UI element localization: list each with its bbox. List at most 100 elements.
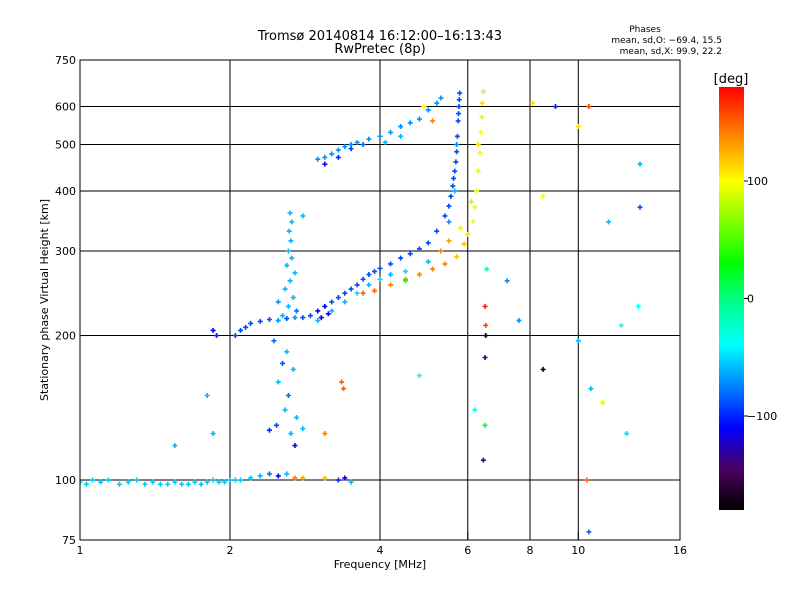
data-point [425,107,431,113]
data-point [204,393,210,399]
colorbar-gradient [719,87,744,510]
data-point [354,290,360,296]
data-point [456,104,462,110]
data-point [454,133,460,139]
data-point [98,479,104,485]
data-point [479,114,485,120]
y-tick-label: 100 [55,474,76,487]
data-point [442,213,448,219]
data-point [257,318,263,324]
data-point [257,473,263,479]
data-point [540,193,546,199]
data-point [271,338,277,344]
data-point [80,479,83,485]
data-point [480,88,486,94]
x-tick-label: 1 [77,544,84,557]
series-scattered-echoes [172,100,643,535]
data-point [275,317,281,323]
data-point [286,228,292,234]
data-point [377,265,383,271]
data-point [455,118,461,124]
data-point [457,90,463,96]
data-point [416,246,422,252]
data-point [430,266,436,272]
data-point [285,248,291,254]
data-point [454,254,460,260]
data-point [125,479,131,485]
y-tick-label: 300 [55,245,76,258]
y-axis-label: Stationary phase Virtual Height [km] [38,199,51,401]
data-point [372,288,378,294]
data-point [282,286,288,292]
data-point [214,333,220,339]
data-point [210,477,216,483]
data-point [179,481,185,487]
grid-lines [80,60,680,540]
data-point [377,276,383,282]
series-x-mode-trace [360,88,486,296]
data-point [292,475,298,481]
data-point [288,431,294,437]
data-point [448,193,454,199]
data-point [388,129,394,135]
data-point [157,481,163,487]
data-point [150,479,156,485]
data-point [300,315,306,321]
data-point [483,333,489,339]
data-point [388,282,394,288]
data-point [266,427,272,433]
data-point [482,422,488,428]
data-point [204,479,210,485]
data-point [287,210,293,216]
data-point [470,218,476,224]
data-point [586,104,592,110]
data-point [248,475,254,481]
data-point [292,315,298,321]
data-point [472,407,478,413]
data-point [398,133,404,139]
data-point [172,479,178,485]
y-tick-label: 75 [62,534,76,547]
data-point [584,477,590,483]
data-point [575,338,581,344]
data-point [388,272,394,278]
x-tick-label: 2 [227,544,234,557]
data-point [402,268,408,274]
data-point [624,431,630,437]
data-point [360,142,366,148]
data-point [289,255,295,261]
data-point [452,168,458,174]
colorbar: [deg] 100 0 −100 [714,72,777,510]
data-point [342,144,348,150]
data-point [292,443,298,449]
data-point [453,159,459,165]
data-point [105,477,111,483]
data-point [480,457,486,463]
data-point [329,308,335,314]
data-point [540,366,546,372]
data-point [238,327,244,333]
data-point [516,317,522,323]
data-point [329,151,335,157]
data-point [475,142,481,148]
data-point [618,322,624,328]
series-o-mode-trace [232,90,463,339]
data-point [360,276,366,282]
data-point [192,479,198,485]
data-point [116,481,122,487]
chart-title: Tromsø 20140814 16:12:00–16:13:43 [257,29,502,44]
data-point [530,100,536,106]
data-point [388,261,394,267]
data-point [366,282,372,288]
data-point [483,322,489,328]
data-point [438,95,444,101]
data-point [477,150,483,156]
data-point [315,308,321,314]
data-point [430,118,436,124]
data-point [142,481,148,487]
data-point [288,238,294,244]
data-point [284,262,290,268]
data-point [280,360,286,366]
data-point [341,386,347,392]
data-point [243,324,249,330]
